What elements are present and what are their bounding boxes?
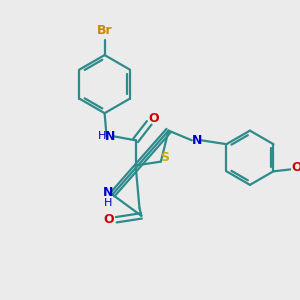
Text: N: N (105, 130, 116, 143)
Text: H: H (98, 131, 106, 141)
Text: O: O (103, 213, 114, 226)
Text: O: O (291, 161, 300, 174)
Text: O: O (149, 112, 159, 124)
Text: N: N (191, 134, 202, 147)
Text: H: H (104, 198, 113, 208)
Text: Br: Br (97, 24, 112, 37)
Text: N: N (103, 186, 114, 199)
Text: S: S (160, 151, 169, 164)
